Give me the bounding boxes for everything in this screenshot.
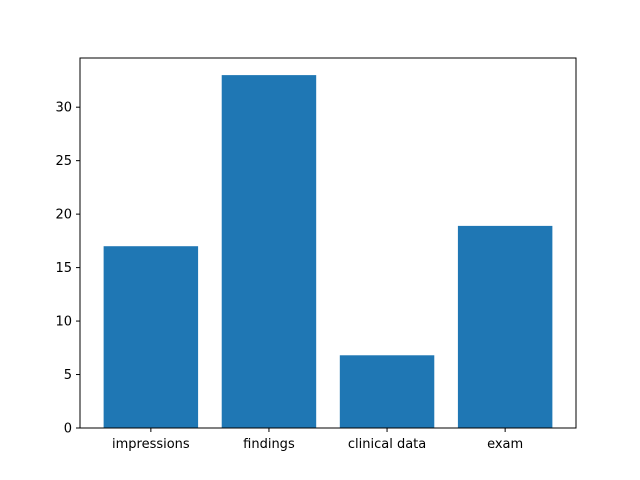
y-axis-ticks: 0 5 10 15 20 25 30 bbox=[55, 101, 80, 437]
y-tick-label-25: 25 bbox=[55, 154, 72, 169]
y-tick-label-20: 20 bbox=[55, 208, 72, 223]
y-tick-label-15: 15 bbox=[55, 261, 72, 276]
y-tick-label-30: 30 bbox=[55, 101, 72, 116]
bars-layer bbox=[103, 75, 553, 428]
x-tick-label-findings: findings bbox=[243, 437, 295, 452]
x-axis-ticks: impressions findings clinical data exam bbox=[112, 428, 523, 452]
plot-area-frame bbox=[79, 57, 577, 429]
x-tick-label-impressions: impressions bbox=[112, 437, 190, 452]
bar-clinical-data bbox=[339, 355, 435, 428]
bar-findings bbox=[221, 75, 317, 428]
y-tick-label-10: 10 bbox=[55, 315, 72, 330]
bar-exam bbox=[457, 225, 553, 428]
x-tick-label-clinical-data: clinical data bbox=[348, 437, 426, 452]
y-tick-label-5: 5 bbox=[64, 368, 72, 383]
y-tick-label-0: 0 bbox=[64, 422, 72, 437]
x-tick-label-exam: exam bbox=[487, 437, 523, 452]
bar-impressions bbox=[103, 246, 199, 428]
